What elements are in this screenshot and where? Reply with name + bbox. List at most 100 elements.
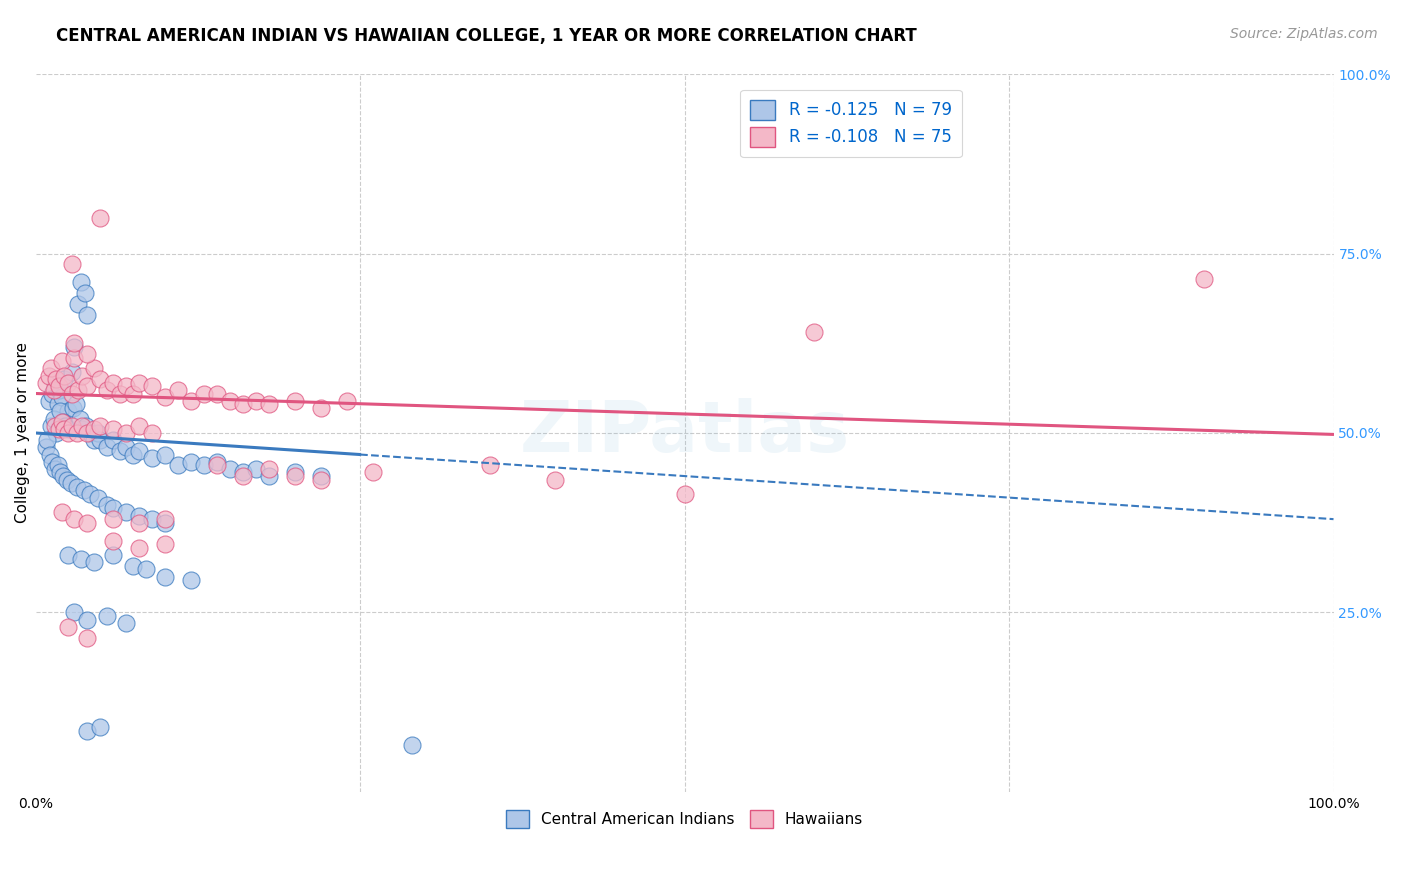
- Point: [49, 466, 72, 480]
- Point: [103, 548, 125, 562]
- Point: [35, 441, 58, 455]
- Point: [284, 393, 307, 408]
- Point: [41, 455, 63, 469]
- Point: [207, 458, 229, 473]
- Point: [309, 401, 332, 415]
- Point: [56, 404, 79, 418]
- Point: [103, 501, 125, 516]
- Legend: Central American Indians, Hawaiians: Central American Indians, Hawaiians: [499, 804, 869, 835]
- Point: [89, 433, 111, 447]
- Point: [309, 473, 332, 487]
- Point: [51, 505, 73, 519]
- Point: [336, 393, 359, 408]
- Point: [72, 418, 94, 433]
- Point: [167, 458, 190, 473]
- Point: [63, 351, 86, 365]
- Point: [108, 386, 131, 401]
- Point: [46, 458, 69, 473]
- Point: [79, 425, 101, 440]
- Point: [115, 379, 138, 393]
- Y-axis label: College, 1 year or more: College, 1 year or more: [15, 343, 30, 524]
- Point: [72, 368, 94, 383]
- Point: [155, 516, 177, 530]
- Point: [284, 466, 307, 480]
- Point: [245, 462, 267, 476]
- Point: [128, 444, 150, 458]
- Point: [76, 613, 98, 627]
- Point: [63, 340, 86, 354]
- Point: [63, 512, 86, 526]
- Point: [69, 411, 91, 425]
- Point: [72, 422, 94, 436]
- Point: [103, 376, 125, 390]
- Point: [803, 326, 825, 340]
- Point: [48, 422, 70, 436]
- Point: [60, 257, 83, 271]
- Point: [1192, 271, 1215, 285]
- Point: [180, 573, 202, 587]
- Point: [122, 386, 145, 401]
- Point: [207, 455, 229, 469]
- Point: [232, 469, 254, 483]
- Point: [193, 386, 215, 401]
- Point: [48, 383, 70, 397]
- Point: [76, 347, 98, 361]
- Point: [141, 512, 163, 526]
- Point: [103, 422, 125, 436]
- Point: [108, 444, 131, 458]
- Point: [79, 487, 101, 501]
- Point: [257, 469, 280, 483]
- Point: [122, 558, 145, 573]
- Point: [284, 469, 307, 483]
- Point: [115, 505, 138, 519]
- Point: [53, 368, 76, 383]
- Point: [83, 422, 105, 436]
- Point: [544, 473, 567, 487]
- Point: [55, 473, 77, 487]
- Point: [76, 516, 98, 530]
- Point: [51, 354, 73, 368]
- Point: [83, 433, 105, 447]
- Point: [63, 336, 86, 351]
- Point: [70, 275, 93, 289]
- Point: [103, 433, 125, 447]
- Point: [37, 433, 59, 447]
- Point: [60, 386, 83, 401]
- Point: [66, 425, 89, 440]
- Point: [41, 386, 63, 401]
- Point: [72, 483, 94, 498]
- Point: [51, 415, 73, 429]
- Point: [55, 418, 77, 433]
- Point: [232, 466, 254, 480]
- Point: [56, 425, 79, 440]
- Point: [35, 376, 58, 390]
- Point: [62, 401, 84, 415]
- Point: [89, 372, 111, 386]
- Point: [42, 411, 65, 425]
- Point: [155, 537, 177, 551]
- Point: [39, 361, 62, 376]
- Point: [83, 555, 105, 569]
- Point: [180, 455, 202, 469]
- Point: [44, 462, 66, 476]
- Point: [115, 616, 138, 631]
- Text: CENTRAL AMERICAN INDIAN VS HAWAIIAN COLLEGE, 1 YEAR OR MORE CORRELATION CHART: CENTRAL AMERICAN INDIAN VS HAWAIIAN COLL…: [56, 27, 917, 45]
- Point: [103, 512, 125, 526]
- Point: [89, 418, 111, 433]
- Point: [73, 285, 96, 300]
- Point: [51, 390, 73, 404]
- Point: [75, 418, 97, 433]
- Point: [401, 739, 423, 753]
- Point: [155, 569, 177, 583]
- Point: [42, 383, 65, 397]
- Point: [56, 376, 79, 390]
- Point: [38, 448, 60, 462]
- Point: [49, 404, 72, 418]
- Text: ZIPatlas: ZIPatlas: [519, 399, 849, 467]
- Point: [67, 297, 90, 311]
- Point: [96, 441, 118, 455]
- Point: [257, 397, 280, 411]
- Point: [141, 425, 163, 440]
- Point: [76, 631, 98, 645]
- Point: [128, 376, 150, 390]
